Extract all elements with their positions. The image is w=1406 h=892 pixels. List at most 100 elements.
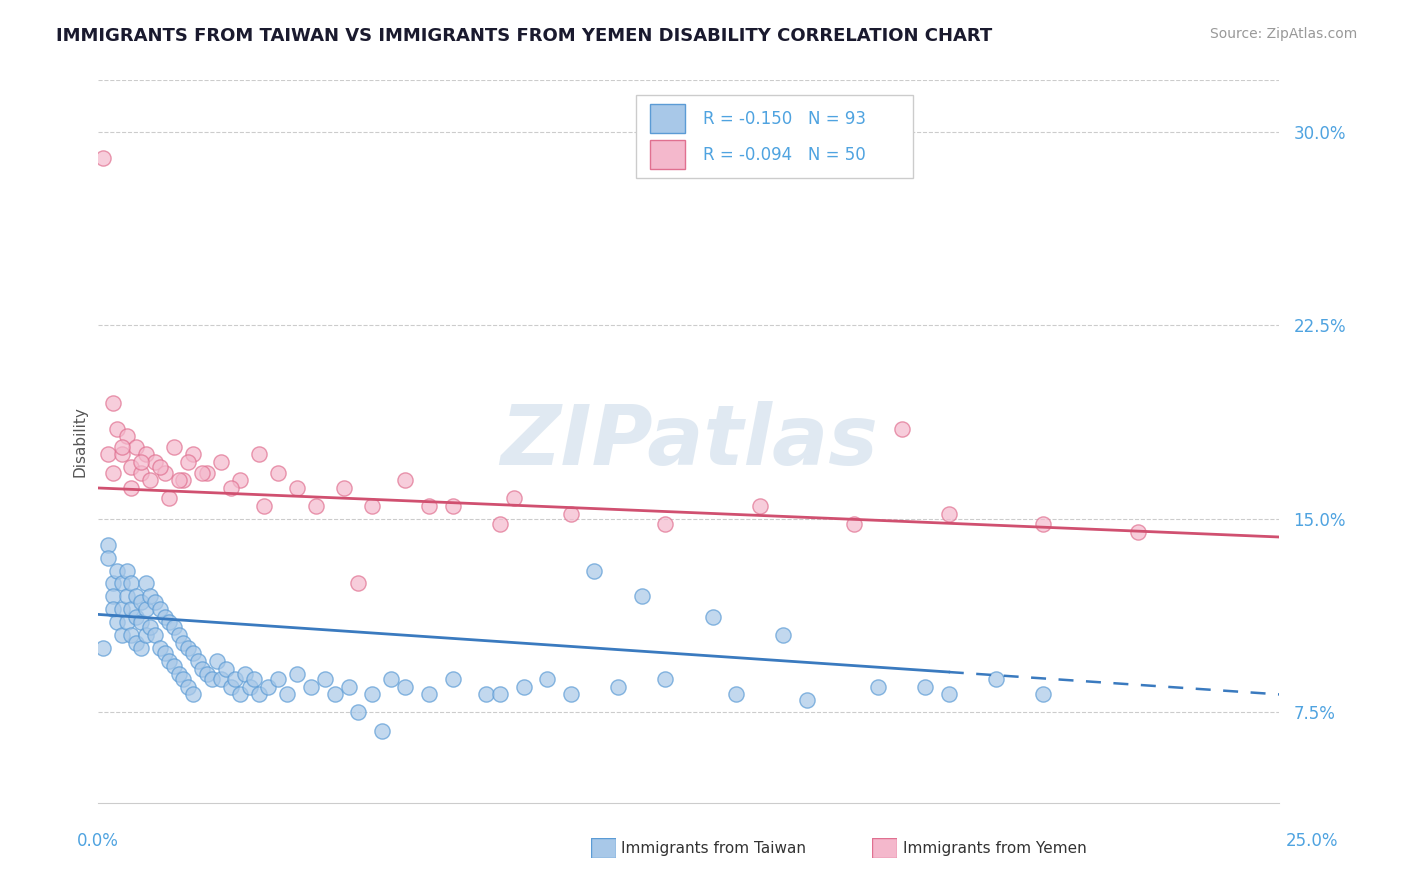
Point [285,481,308,495]
Text: Immigrants from Taiwan: Immigrants from Taiwan [621,841,807,855]
Point [560,507,582,521]
Point [149,602,172,616]
Y-axis label: Disability: Disability [72,406,87,477]
Point [702,610,724,624]
Point [129,455,152,469]
Point [323,687,346,701]
Point [209,455,232,469]
Point [219,680,242,694]
Point [394,680,416,694]
Point [125,440,148,454]
Point [371,723,394,738]
Point [172,473,194,487]
Point [347,576,370,591]
Point [607,680,630,694]
Point [938,507,960,521]
Point [247,447,270,461]
Point [361,499,384,513]
Point [167,628,190,642]
Point [97,447,120,461]
Point [153,610,176,624]
Point [111,602,134,616]
Point [121,481,143,495]
Text: 25.0%: 25.0% [1286,831,1339,849]
Text: R = -0.150   N = 93: R = -0.150 N = 93 [703,110,866,128]
Point [630,590,652,604]
Point [441,672,464,686]
Point [121,576,143,591]
Point [163,440,186,454]
Point [181,646,204,660]
Point [139,590,162,604]
Point [143,455,166,469]
Point [844,517,866,532]
Point [181,447,204,461]
Point [97,550,120,565]
Point [305,499,328,513]
Point [772,628,794,642]
Point [157,615,180,630]
Point [257,680,280,694]
Point [177,640,200,655]
Point [333,481,356,495]
Point [1126,524,1149,539]
Text: R = -0.094   N = 50: R = -0.094 N = 50 [703,145,866,164]
Point [1032,687,1054,701]
Point [135,602,157,616]
Point [125,636,148,650]
Point [267,466,290,480]
Point [229,687,252,701]
FancyBboxPatch shape [650,140,685,169]
Point [139,473,162,487]
Point [475,687,498,701]
Point [167,666,190,681]
Point [191,466,214,480]
Point [111,447,134,461]
Point [209,672,232,686]
Point [219,481,242,495]
Point [441,499,464,513]
Point [654,517,676,532]
Point [153,466,176,480]
Point [177,455,200,469]
Point [267,672,290,686]
Point [181,687,204,701]
Point [111,440,134,454]
Point [394,473,416,487]
Text: ZIPatlas: ZIPatlas [501,401,877,482]
Point [101,602,124,616]
Point [149,640,172,655]
Point [224,672,246,686]
Point [129,615,152,630]
Text: IMMIGRANTS FROM TAIWAN VS IMMIGRANTS FROM YEMEN DISABILITY CORRELATION CHART: IMMIGRANTS FROM TAIWAN VS IMMIGRANTS FRO… [56,27,993,45]
Point [105,615,128,630]
Point [172,672,194,686]
Point [938,687,960,701]
FancyBboxPatch shape [650,104,685,133]
Point [205,654,228,668]
Point [503,491,526,506]
Point [361,687,384,701]
Point [418,499,440,513]
Point [191,662,214,676]
Point [149,460,172,475]
Point [121,602,143,616]
Point [337,680,360,694]
Point [177,680,200,694]
Point [583,564,606,578]
Point [796,692,818,706]
Point [215,662,238,676]
Point [163,620,186,634]
Point [229,473,252,487]
Point [380,672,402,686]
Point [167,473,190,487]
Text: Source: ZipAtlas.com: Source: ZipAtlas.com [1209,27,1357,41]
Point [115,615,138,630]
Point [129,640,152,655]
Point [347,706,370,720]
Point [91,151,114,165]
Point [111,576,134,591]
Point [91,640,114,655]
Point [299,680,322,694]
Point [418,687,440,701]
